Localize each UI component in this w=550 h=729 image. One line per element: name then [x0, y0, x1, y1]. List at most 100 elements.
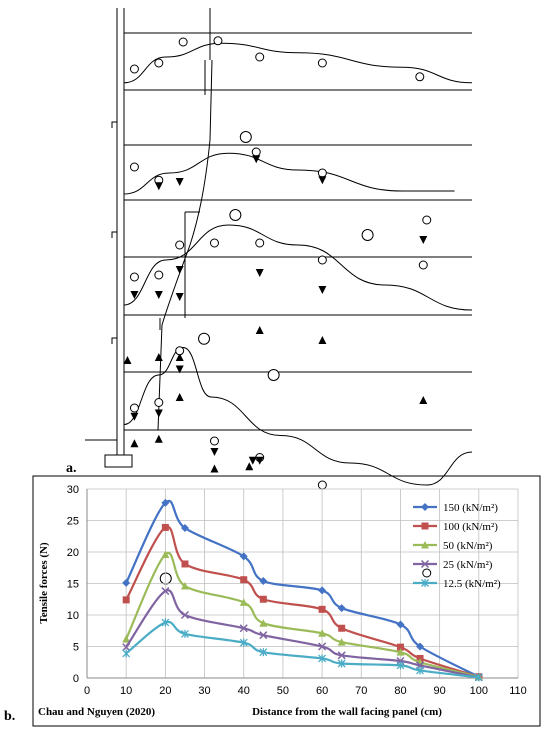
measurement-up-triangle — [154, 353, 163, 361]
data-point-x — [318, 642, 327, 651]
data-point-square — [338, 624, 346, 632]
measurement-circle — [129, 403, 139, 413]
schematic-panel — [85, 8, 473, 585]
measurement-circle — [317, 255, 327, 265]
x-tick-label: 50 — [277, 685, 289, 697]
measurement-down-triangle — [130, 412, 139, 421]
measurement-down-triangle — [154, 291, 163, 299]
measurement-circle — [198, 332, 211, 345]
distribution-curves — [123, 42, 473, 486]
y-tick-label: 30 — [67, 484, 79, 496]
measurement-down-triangle — [255, 269, 264, 277]
measurement-down-triangle — [252, 155, 261, 164]
measurement-circle — [255, 52, 265, 62]
series-line — [125, 620, 479, 679]
measurement-circle — [129, 162, 139, 172]
data-point-triangle — [122, 634, 131, 643]
measurement-circle — [209, 238, 219, 248]
series-diamond — [122, 498, 483, 681]
data-point-star — [239, 638, 248, 647]
failure-surface — [157, 59, 213, 431]
source-note: Chau and Nguyen (2020) — [38, 706, 155, 718]
data-point-diamond — [421, 503, 429, 511]
y-tick-label: 0 — [73, 673, 79, 685]
measurement-up-triangle — [318, 336, 327, 344]
measurement-up-triangle — [255, 326, 264, 334]
distribution-curve — [123, 346, 473, 486]
distribution-curve — [123, 224, 473, 311]
measurement-circle — [317, 480, 327, 490]
x-tick-label: 0 — [84, 685, 90, 697]
series-star — [122, 618, 483, 682]
series-line — [125, 499, 480, 678]
wall-footing — [104, 454, 133, 468]
legend-item: 150 (kN/m²) — [413, 502, 498, 514]
x-tick-label: 10 — [120, 685, 132, 697]
data-point-x — [161, 587, 170, 596]
measurement-circle — [239, 131, 252, 143]
x-tick-label: 20 — [159, 685, 171, 697]
measurement-circle — [175, 346, 185, 356]
measurement-circle — [229, 209, 242, 221]
data-point-triangle — [318, 629, 327, 637]
measurement-up-triangle — [175, 353, 184, 361]
series-line — [125, 551, 480, 678]
y-tick-label: 25 — [67, 516, 79, 528]
measurement-down-triangle — [255, 456, 264, 465]
measurement-circle — [415, 72, 425, 82]
legend-item: 25 (kN/m²) — [413, 559, 493, 571]
measurement-circle — [422, 568, 432, 578]
x-tick-label: 100 — [470, 685, 488, 697]
chart-panel: 0 10 20 30 40 50 60 70 80 90 100 110 0 5 10 15 20 25 30 — [67, 484, 527, 697]
measurement-circle — [154, 398, 164, 407]
data-point-diamond — [396, 620, 405, 629]
measurement-circle — [154, 58, 164, 68]
measurement-up-triangle — [154, 434, 163, 443]
data-point-star — [180, 629, 189, 638]
measurement-circle — [175, 240, 185, 250]
measurement-down-triangle — [318, 176, 327, 185]
measurement-circle — [317, 58, 327, 68]
x-tick-label: 110 — [509, 685, 527, 697]
wall-joint-2 — [111, 231, 117, 238]
data-point-square — [259, 595, 267, 603]
measurement-down-triangle — [154, 409, 163, 418]
measurement-circle — [251, 147, 261, 157]
data-point-x — [337, 651, 346, 660]
panel-a-label: a. — [66, 461, 77, 476]
wall-joint-1 — [111, 121, 117, 128]
legend-label: 50 (kN/m²) — [443, 540, 493, 552]
y-tick-label: 20 — [67, 547, 79, 559]
measurement-circle — [129, 272, 139, 282]
data-point-x — [259, 631, 268, 640]
data-point-star — [337, 659, 346, 668]
data-point-square — [421, 522, 429, 530]
measurement-circle — [154, 270, 164, 280]
data-point-diamond — [239, 552, 248, 561]
y-tick-label: 10 — [67, 610, 79, 622]
measurement-circle — [209, 436, 219, 446]
data-point-x — [239, 624, 248, 633]
panel-b-label: b. — [4, 709, 15, 724]
legend-label: 25 (kN/m²) — [443, 559, 493, 571]
x-tick-label: 30 — [198, 685, 210, 697]
data-point-x — [122, 643, 131, 652]
measurement-circle — [361, 229, 374, 241]
legend-item: 12.5 (kN/m²) — [413, 578, 501, 590]
data-point-diamond — [259, 576, 268, 585]
wall-joint-3 — [111, 337, 117, 344]
data-point-diamond — [180, 524, 189, 533]
data-point-diamond — [318, 586, 327, 595]
measurement-circle — [213, 36, 223, 46]
x-tick-label: 60 — [316, 685, 328, 697]
measurement-up-triangle — [175, 393, 184, 401]
data-point-x — [180, 610, 189, 620]
measurement-circle — [267, 369, 280, 381]
measurement-down-triangle — [318, 286, 327, 294]
measurement-circle — [255, 238, 265, 248]
data-point-triangle — [259, 619, 268, 627]
measurement-down-triangle — [154, 182, 163, 191]
legend-label: 100 (kN/m²) — [443, 521, 498, 533]
y-tick-label: 5 — [73, 642, 79, 654]
measurement-down-triangle — [130, 291, 139, 299]
